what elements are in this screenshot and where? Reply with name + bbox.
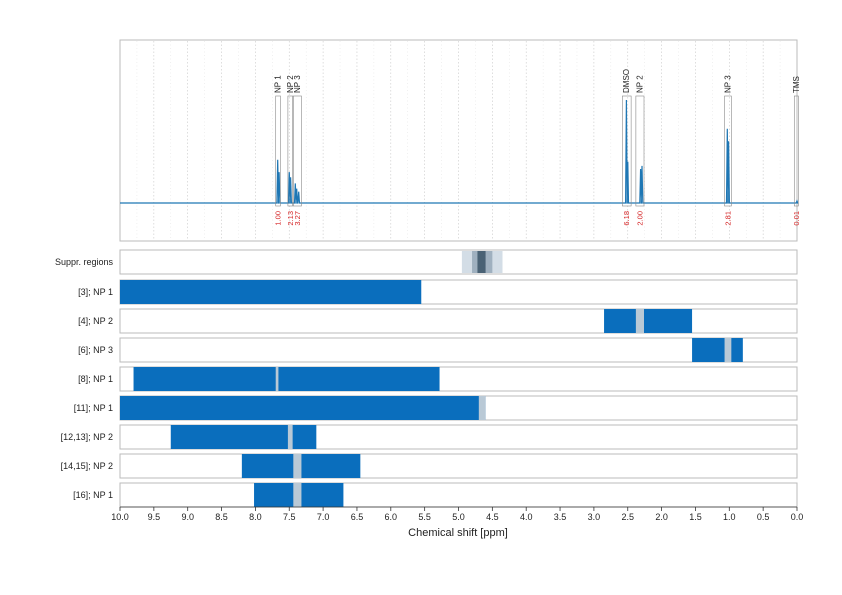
row-frame bbox=[119, 337, 798, 363]
row-label: [6]; NP 3 bbox=[78, 345, 113, 355]
peak-box bbox=[635, 95, 645, 207]
x-tick-label: 9.0 bbox=[181, 512, 194, 522]
integral-value: 2.13 bbox=[286, 211, 295, 226]
x-tick-label: 1.5 bbox=[689, 512, 702, 522]
x-axis: 10.0 9.5 9.0 8.5 8.0 7.5 7.0 6.5 6.0 5.5 5.0 4.5 4.0… bbox=[111, 506, 804, 522]
excluded-region bbox=[287, 425, 293, 449]
row-frame bbox=[119, 249, 798, 275]
x-tick-label: 0.0 bbox=[791, 512, 804, 522]
x-tick-label: 9.5 bbox=[148, 512, 161, 522]
row-frame bbox=[119, 482, 798, 508]
integral-value: 6.18 bbox=[622, 211, 631, 226]
panel-frames bbox=[119, 39, 798, 242]
range-bar bbox=[692, 338, 743, 362]
row-label: [16]; NP 1 bbox=[73, 490, 113, 500]
spectrum-panel: NP 1 1.00 NP 2 2.13 NP 3 3.27 DMSO 6.18 NP 2 2.00… bbox=[120, 69, 801, 226]
peak-box bbox=[275, 95, 281, 207]
x-tick-label: 4.0 bbox=[520, 512, 533, 522]
peak-label: NP 3 bbox=[723, 75, 732, 93]
peak-label: NP 2 bbox=[635, 75, 644, 93]
excluded-region bbox=[293, 454, 302, 478]
x-tick-label: 7.0 bbox=[317, 512, 330, 522]
row-frame bbox=[119, 308, 798, 334]
row-label: [4]; NP 2 bbox=[78, 316, 113, 326]
peak-label: NP 2 bbox=[286, 75, 295, 93]
x-tick-label: 2.5 bbox=[621, 512, 634, 522]
x-tick-label: 5.0 bbox=[452, 512, 465, 522]
x-tick-label: 8.0 bbox=[249, 512, 262, 522]
peak-label: TMS bbox=[792, 76, 801, 93]
spectrum-line bbox=[120, 99, 799, 204]
row-label: [3]; NP 1 bbox=[78, 287, 113, 297]
x-tick-label: 0.5 bbox=[757, 512, 770, 522]
integral-value: 0.01 bbox=[792, 211, 801, 226]
range-bar bbox=[604, 309, 693, 333]
peak-label: DMSO bbox=[622, 69, 631, 93]
range-bar bbox=[120, 396, 486, 420]
range-bar bbox=[170, 425, 317, 449]
integral-value: 2.81 bbox=[723, 211, 732, 226]
peak-box bbox=[293, 95, 302, 207]
excluded-region bbox=[293, 483, 302, 507]
row-label: [12,13]; NP 2 bbox=[61, 432, 113, 442]
suppressed-region bbox=[477, 251, 486, 273]
excluded-region bbox=[478, 396, 486, 420]
x-tick-label: 3.5 bbox=[554, 512, 567, 522]
row-frame bbox=[119, 453, 798, 479]
row-label: Suppr. regions bbox=[55, 257, 114, 267]
peak-box bbox=[724, 95, 732, 207]
integral-value: 1.00 bbox=[274, 211, 283, 226]
range-bar bbox=[120, 280, 422, 304]
x-tick-label: 5.5 bbox=[418, 512, 431, 522]
excluded-region bbox=[724, 338, 732, 362]
range-rows: Suppr. regions [3]; NP 1 [4]; NP 2 [6]; NP … bbox=[55, 249, 798, 508]
integral-value: 2.00 bbox=[635, 211, 644, 226]
x-tick-label: 6.5 bbox=[351, 512, 364, 522]
peak-label: NP 3 bbox=[293, 75, 302, 93]
range-bar bbox=[133, 367, 440, 391]
x-tick-label: 1.0 bbox=[723, 512, 736, 522]
excluded-region bbox=[275, 367, 279, 391]
integral-value: 3.27 bbox=[293, 211, 302, 226]
row-label: [14,15]; NP 2 bbox=[61, 461, 113, 471]
x-tick-label: 7.5 bbox=[283, 512, 296, 522]
spectrum-frame bbox=[119, 39, 798, 242]
x-tick-label: 6.0 bbox=[385, 512, 398, 522]
x-tick-label: 8.5 bbox=[215, 512, 228, 522]
row-label: [11]; NP 1 bbox=[74, 403, 113, 413]
row-label: [8]; NP 1 bbox=[78, 374, 113, 384]
excluded-region bbox=[635, 309, 644, 333]
peak-label: NP 1 bbox=[274, 75, 283, 93]
peak-box bbox=[622, 95, 632, 207]
x-tick-label: 10.0 bbox=[111, 512, 129, 522]
x-tick-label: 2.0 bbox=[655, 512, 668, 522]
x-axis-title: Chemical shift [ppm] bbox=[408, 527, 508, 539]
peak-box bbox=[793, 95, 799, 207]
x-tick-label: 3.0 bbox=[588, 512, 601, 522]
x-tick-label: 4.5 bbox=[486, 512, 499, 522]
peak-box bbox=[287, 95, 293, 207]
